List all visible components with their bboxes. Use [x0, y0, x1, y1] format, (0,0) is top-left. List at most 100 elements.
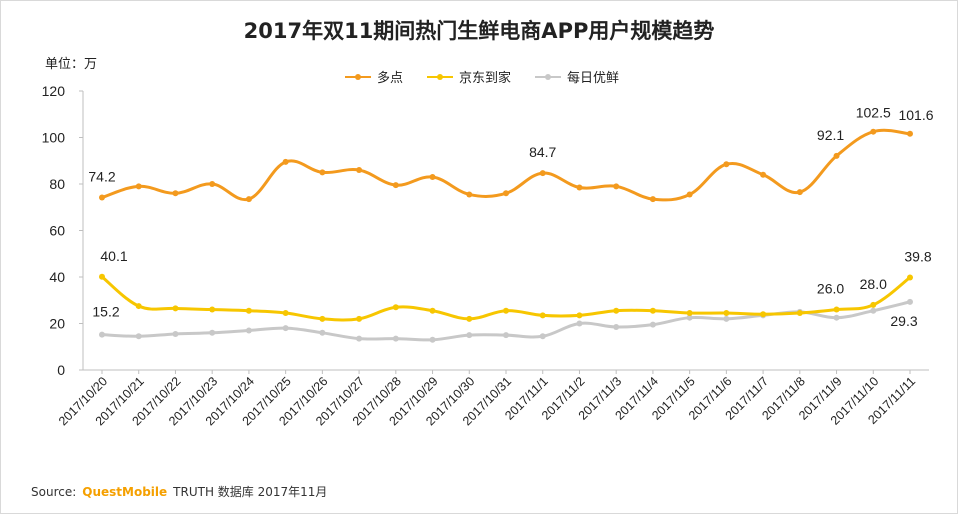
data-label-jddj: 28.0 [860, 276, 887, 292]
data-point-duodian [99, 194, 105, 201]
y-tick-label: 120 [42, 83, 66, 99]
data-point-jddj [172, 305, 179, 312]
data-label-duodian: 84.7 [529, 144, 556, 160]
legend: 多点 京东到家 每日优鲜 [345, 67, 619, 86]
data-point-missfresh [245, 327, 252, 334]
data-label-duodian: 74.2 [88, 168, 115, 184]
data-point-jddj [282, 310, 289, 317]
data-point-duodian [282, 158, 289, 165]
data-point-missfresh [466, 332, 473, 339]
data-point-jddj [870, 301, 877, 308]
data-point-jddj [319, 315, 326, 322]
legend-swatch-jddj [427, 72, 454, 82]
data-point-jddj [245, 307, 252, 314]
data-point-jddj [796, 310, 803, 317]
data-point-duodian [466, 191, 473, 198]
y-tick-label: 20 [49, 316, 65, 332]
data-point-missfresh [209, 329, 216, 336]
data-point-duodian [429, 174, 436, 181]
y-tick-label: 0 [57, 362, 65, 378]
data-point-duodian [172, 190, 179, 197]
data-point-missfresh [870, 307, 877, 314]
data-point-missfresh [319, 329, 326, 336]
legend-swatch-duodian [345, 72, 371, 82]
data-point-duodian [245, 196, 252, 203]
data-point-missfresh [392, 335, 399, 342]
y-tick-label: 80 [49, 176, 65, 192]
data-point-jddj [833, 306, 840, 313]
data-point-jddj [613, 307, 620, 314]
data-point-duodian [503, 190, 509, 197]
data-point-jddj [135, 303, 142, 310]
data-point-missfresh [429, 336, 436, 343]
data-point-missfresh [135, 333, 142, 340]
legend-label-duodian: 多点 [377, 71, 404, 86]
legend-label-missfresh: 每日优鲜 [567, 71, 620, 86]
data-point-jddj [760, 311, 767, 318]
y-tick-label: 60 [49, 223, 65, 239]
legend-label-jddj: 京东到家 [459, 71, 512, 86]
data-point-jddj [686, 310, 693, 317]
data-point-missfresh [503, 332, 509, 339]
data-point-duodian [649, 196, 656, 203]
data-point-missfresh [686, 314, 693, 321]
legend-swatch-missfresh [535, 72, 562, 82]
data-point-jddj [356, 315, 363, 322]
data-label-missfresh: 15.2 [92, 304, 119, 320]
legend-item-jddj: 京东到家 [427, 67, 511, 86]
data-point-missfresh [723, 315, 730, 322]
data-point-missfresh [576, 320, 583, 327]
data-label-duodian: 102.5 [856, 105, 891, 121]
y-tick-label: 40 [49, 269, 65, 285]
data-point-jddj [576, 312, 583, 319]
data-point-jddj [907, 274, 913, 281]
data-point-jddj [209, 306, 216, 313]
source-line: Source: QuestMobile TRUTH 数据库 2017年11月 [31, 483, 327, 500]
data-point-missfresh [356, 335, 363, 342]
source-brand: QuestMobile [82, 485, 168, 499]
data-point-missfresh [282, 325, 289, 332]
data-point-duodian [576, 184, 583, 191]
y-tick-label: 100 [42, 130, 66, 146]
data-label-duodian: 101.6 [898, 107, 933, 123]
data-point-duodian [686, 191, 693, 198]
source-prefix: Source: [31, 485, 77, 499]
series-line-duodian [101, 128, 911, 202]
data-label-jddj: 40.1 [100, 248, 127, 264]
data-point-jddj [503, 307, 509, 314]
data-point-duodian [209, 181, 216, 187]
data-point-duodian [392, 182, 399, 189]
data-point-duodian [135, 183, 142, 190]
data-point-duodian [760, 171, 767, 178]
data-point-jddj [723, 310, 730, 317]
data-point-jddj [466, 315, 473, 322]
data-point-duodian [907, 130, 913, 137]
data-point-missfresh [539, 333, 546, 340]
data-point-jddj [539, 312, 546, 319]
data-point-duodian [539, 170, 546, 177]
unit-label: 单位：万 [45, 57, 98, 72]
data-point-duodian [796, 189, 803, 196]
data-point-jddj [429, 307, 436, 314]
data-label-jddj: 39.8 [904, 248, 931, 264]
data-point-jddj [392, 304, 399, 311]
data-point-missfresh [99, 331, 105, 338]
data-point-jddj [99, 273, 105, 280]
data-label-missfresh: 29.3 [890, 313, 917, 329]
data-point-missfresh [172, 330, 179, 337]
data-label-duodian: 92.1 [817, 127, 844, 143]
data-point-duodian [319, 169, 326, 176]
data-point-duodian [833, 152, 840, 159]
data-point-missfresh [649, 321, 656, 328]
data-point-duodian [613, 183, 620, 190]
data-point-duodian [870, 128, 877, 135]
data-label-jddj: 26.0 [817, 281, 844, 297]
data-point-missfresh [613, 323, 620, 330]
data-point-missfresh [833, 314, 840, 321]
data-point-duodian [723, 161, 730, 168]
source-rest: TRUTH 数据库 2017年11月 [173, 485, 328, 499]
data-point-jddj [649, 307, 656, 314]
data-point-duodian [356, 167, 363, 174]
